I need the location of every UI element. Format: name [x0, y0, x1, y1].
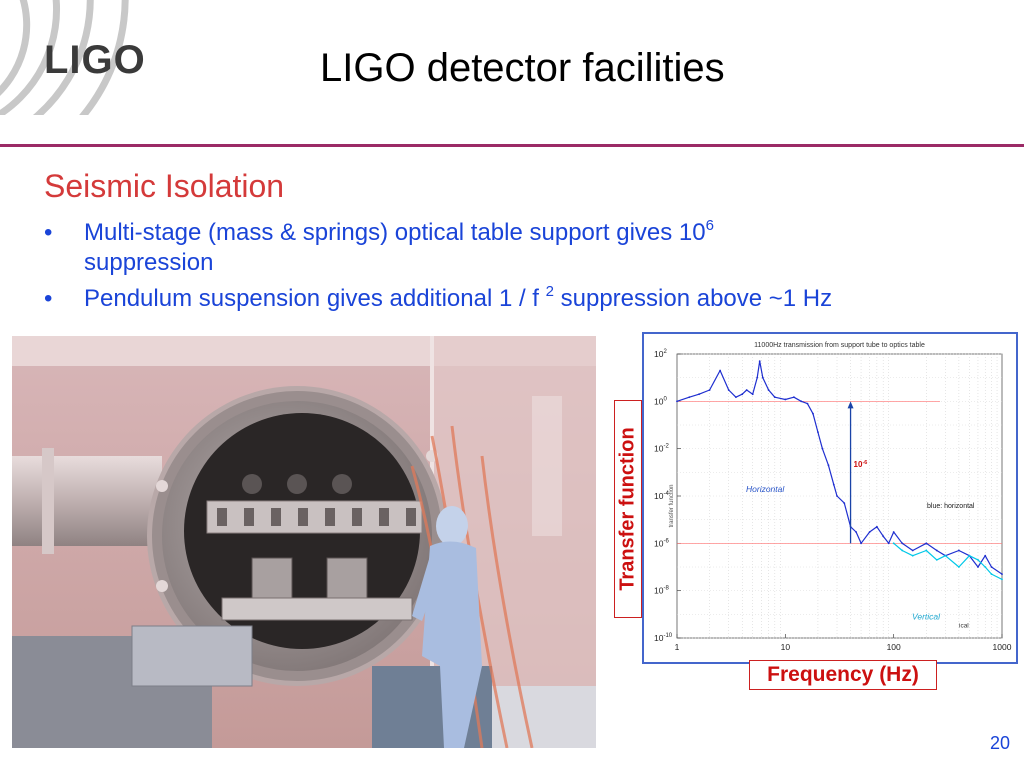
- data-point: [892, 542, 895, 545]
- chart-canvas: 11000Hz transmission from support tube t…: [654, 342, 1012, 652]
- y-tick-label: 10-6: [654, 538, 669, 548]
- data-point: [832, 483, 835, 486]
- data-point: [698, 393, 701, 396]
- data-point: [745, 389, 748, 391]
- y-tick-label: 100: [654, 396, 667, 406]
- data-point: [827, 464, 830, 467]
- bullet-text-continued: suppression: [84, 249, 214, 276]
- legend-vertical: Vertical: [912, 611, 941, 621]
- data-point: [944, 554, 947, 557]
- data-point: [882, 535, 885, 538]
- data-point: [817, 431, 819, 434]
- data-point: [925, 549, 928, 552]
- data-point: [812, 412, 814, 415]
- data-point: [957, 549, 960, 552]
- data-point: [977, 566, 979, 568]
- ligo-logo-arcs: [0, 0, 129, 115]
- inner-y-label: transfer function: [669, 484, 675, 527]
- data-point: [751, 393, 754, 396]
- data-point: [773, 396, 776, 399]
- page-number: 20: [990, 733, 1011, 753]
- y-tick-label: 102: [654, 349, 667, 359]
- y-tick-label: 10-10: [654, 633, 673, 643]
- bullet-text: Pendulum suspension gives additional 1 /…: [84, 285, 546, 312]
- data-point: [868, 531, 871, 533]
- data-point: [990, 566, 993, 568]
- x-tick-label: 1: [675, 642, 680, 652]
- data-point: [968, 554, 971, 557]
- legend-vertical-partial: ical: [959, 622, 969, 629]
- data-point: [735, 396, 737, 399]
- y-axis-label-box: Transfer function: [614, 400, 642, 618]
- data-point: [727, 389, 730, 391]
- bullet-list: • Multi-stage (mass & springs) optical ta…: [44, 218, 994, 320]
- section-heading: Seismic Isolation: [44, 168, 285, 204]
- data-point: [836, 495, 838, 497]
- title-divider: [0, 144, 1024, 147]
- data-point: [821, 447, 824, 450]
- bullet-dot: •: [44, 219, 53, 246]
- data-point: [855, 531, 857, 533]
- legend-horizontal: Horizontal: [746, 484, 785, 494]
- bullet-item: • Multi-stage (mass & springs) optical ta…: [44, 218, 994, 278]
- data-point: [676, 400, 678, 403]
- y-tick-label: 10-4: [654, 491, 669, 501]
- y-tick-label: 10-8: [654, 586, 669, 596]
- bullet-text: Multi-stage (mass & springs) optical tab…: [84, 219, 706, 246]
- vacuum-chamber-photo: [12, 336, 596, 748]
- data-point: [758, 360, 761, 363]
- suppression-annotation: 10-6: [854, 460, 868, 469]
- data-point: [1001, 573, 1003, 576]
- ligo-logo: LIGO: [44, 38, 146, 82]
- bullet-item: • Pendulum suspension gives additional 1 …: [44, 284, 994, 314]
- data-point: [901, 549, 904, 552]
- data-point: [800, 400, 803, 403]
- x-tick-label: 100: [887, 642, 901, 652]
- data-point: [957, 566, 960, 568]
- data-point: [761, 376, 764, 379]
- data-point: [784, 398, 787, 401]
- data-point: [860, 542, 862, 545]
- y-axis-label: Transfer function: [616, 427, 639, 591]
- data-point: [911, 549, 914, 552]
- data-point: [756, 376, 759, 379]
- slide-title: LIGO detector facilities: [320, 46, 725, 90]
- bullet-dot: •: [44, 285, 53, 312]
- data-point: [843, 502, 846, 505]
- bullet-superscript: 2: [545, 283, 554, 300]
- y-tick-label: 10-2: [654, 444, 669, 454]
- x-axis-label: Frequency (Hz): [749, 660, 937, 690]
- data-point: [793, 396, 795, 399]
- data-point: [875, 525, 878, 528]
- x-tick-label: 1000: [993, 642, 1012, 652]
- data-point: [984, 554, 987, 557]
- data-point: [806, 402, 809, 405]
- data-point: [935, 558, 938, 561]
- bullet-text-continued: suppression above ~1 Hz: [553, 285, 833, 312]
- data-point: [767, 389, 770, 391]
- bullet-superscript: 6: [705, 217, 714, 234]
- data-point: [708, 389, 711, 391]
- legend-blue-horizontal: blue: horizontal: [927, 503, 975, 510]
- data-point: [887, 542, 890, 545]
- data-point: [977, 558, 979, 561]
- data-point: [901, 542, 904, 545]
- chart-title: 11000Hz transmission from support tube t…: [754, 342, 925, 349]
- transfer-function-chart: 11000Hz transmission from support tube t…: [642, 332, 1018, 664]
- data-point: [1001, 578, 1003, 581]
- x-tick-label: 10: [781, 642, 791, 652]
- data-point: [892, 531, 895, 533]
- series-line-vertical: [893, 542, 1003, 580]
- data-point: [935, 549, 938, 552]
- data-point: [911, 554, 914, 557]
- arrow-head: [847, 401, 854, 409]
- data-point: [719, 369, 722, 372]
- data-point: [925, 542, 928, 545]
- data-point: [741, 393, 744, 396]
- data-point: [984, 566, 987, 568]
- data-point: [990, 573, 993, 576]
- data-point: [688, 396, 691, 399]
